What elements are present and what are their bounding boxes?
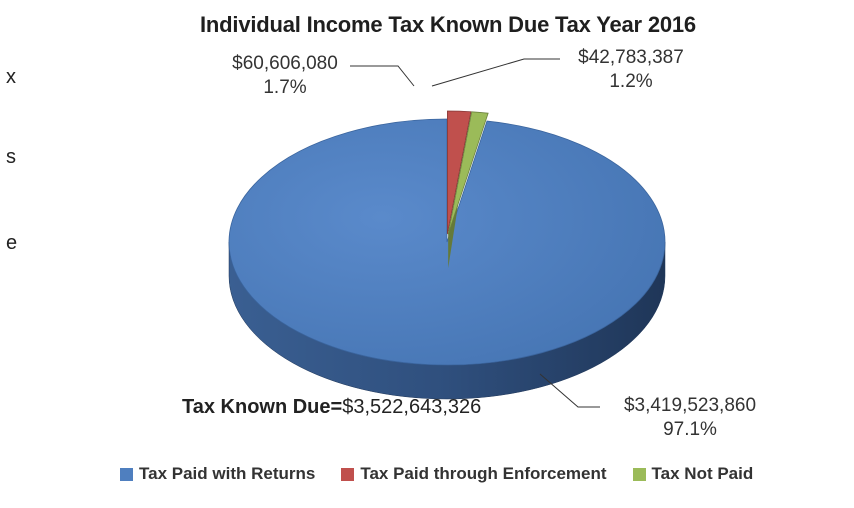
legend-label: Tax Paid with Returns — [139, 464, 316, 483]
pie-slice-not-paid — [447, 111, 489, 235]
data-label-value: $60,606,080 — [232, 53, 338, 74]
legend-item-not-paid: Tax Not Paid — [632, 464, 754, 484]
leader-line-not-paid — [431, 58, 560, 87]
legend-label: Tax Not Paid — [651, 464, 754, 483]
legend-swatch — [120, 467, 133, 481]
legend-label: Tax Paid through Enforcement — [360, 464, 607, 483]
data-label-percent: 1.2% — [609, 71, 653, 92]
pie-slice-returns — [228, 118, 666, 366]
legend-item-returns: Tax Paid with Returns — [120, 464, 315, 484]
total-label: Tax Known Due= — [182, 396, 343, 418]
total-value: $3,522,643,326 — [342, 396, 482, 418]
legend-swatch — [632, 467, 646, 481]
data-label-enforcement: $60,606,080 1.7% — [210, 52, 360, 100]
data-label-returns: $3,419,523,860 97.1% — [600, 394, 780, 442]
total-known-due: Tax Known Due=$3,522,643,326 — [182, 396, 481, 419]
clipped-text-fragment: x — [6, 66, 16, 88]
data-label-value: $42,783,387 — [578, 47, 684, 68]
leader-line-enforcement — [350, 65, 415, 87]
legend: Tax Paid with Returns Tax Paid through E… — [120, 464, 753, 484]
data-label-percent: 1.7% — [263, 77, 307, 98]
pie-slice-enforcement — [447, 110, 472, 235]
clipped-text-fragment: s — [6, 146, 16, 168]
chart-title: Individual Income Tax Known Due Tax Year… — [200, 12, 696, 37]
legend-swatch — [341, 467, 355, 481]
legend-item-enforcement: Tax Paid through Enforcement — [341, 464, 607, 484]
leader-line-returns — [539, 373, 600, 408]
data-label-percent: 97.1% — [663, 419, 717, 440]
data-label-not-paid: $42,783,387 1.2% — [556, 46, 706, 94]
clipped-text-fragment: e — [6, 232, 18, 254]
data-label-value: $3,419,523,860 — [623, 395, 757, 416]
